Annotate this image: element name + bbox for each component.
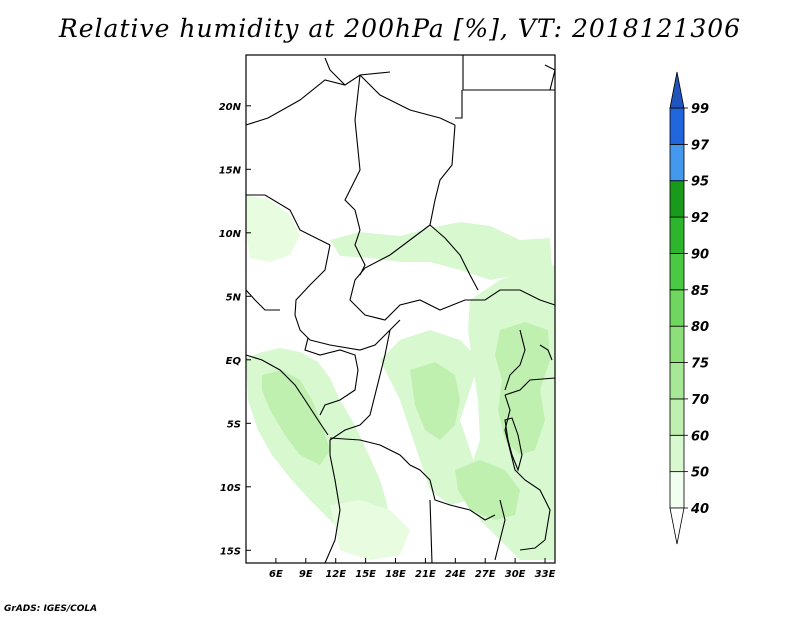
colorbar-segment [669, 107, 685, 145]
x-tick-label: 33E [535, 569, 556, 580]
border-line [245, 354, 329, 436]
humidity-region-north-band [330, 222, 552, 280]
colorbar-segment [669, 289, 685, 327]
humidity-region-core-east [495, 322, 550, 455]
colorbar-segment [669, 398, 685, 436]
border-line [344, 74, 366, 276]
y-tick-label: 20N [219, 102, 242, 113]
map-frame [245, 54, 556, 564]
colorbar-segment [669, 143, 685, 182]
colorbar-label: 50 [691, 466, 709, 481]
y-tick-label: 5S [227, 419, 241, 430]
border-line [245, 71, 391, 126]
border-line [544, 64, 556, 91]
border-line [429, 499, 433, 564]
colorbar-segment [669, 325, 685, 363]
latitude-axis: 20N 15N 10N 5N EQ 5S 10S 15S [219, 102, 251, 557]
colorbar-label: 80 [691, 320, 709, 335]
humidity-region-core-west [262, 370, 330, 465]
humidity-field [246, 195, 555, 560]
colorbar-min-arrow [669, 507, 685, 545]
colorbar-label: 99 [691, 102, 709, 117]
border-line [304, 337, 359, 416]
y-tick-label: 15S [220, 546, 241, 557]
colorbar-label: 75 [691, 357, 709, 372]
colorbar-label: 95 [691, 175, 709, 190]
border-line [324, 57, 346, 86]
border-line [504, 377, 556, 396]
x-tick-label: 12E [325, 569, 346, 580]
colorbar: 40 50 60 70 75 80 85 90 92 95 97 99 [669, 71, 710, 545]
colorbar-segment [669, 180, 685, 218]
y-tick-label: 15N [219, 165, 242, 176]
humidity-region-nw [246, 195, 300, 262]
border-line [429, 224, 479, 291]
x-tick-label: 30E [505, 569, 526, 580]
colorbar-max-arrow [669, 71, 685, 109]
chart-title: Relative humidity at 200hPa [%], VT: 201… [58, 14, 742, 43]
colorbar-label: 92 [691, 211, 709, 226]
x-tick-label: 9E [299, 569, 313, 580]
colorbar-label: 90 [691, 247, 709, 262]
country-borders [245, 55, 556, 564]
colorbar-segment [669, 253, 685, 291]
humidity-region-south [330, 500, 410, 560]
border-line [329, 437, 496, 521]
x-tick-label: 18E [385, 569, 406, 580]
x-tick-label: 15E [355, 569, 376, 580]
border-line [294, 244, 331, 341]
humidity-region-core-central [410, 362, 460, 440]
border-line [324, 454, 341, 564]
border-line [359, 74, 456, 126]
border-line [246, 194, 331, 246]
colorbar-segment [669, 362, 685, 400]
colorbar-label: 40 [690, 502, 709, 517]
border-line [309, 319, 401, 351]
border-line [462, 55, 555, 91]
border-line [494, 499, 506, 561]
border-line [504, 417, 523, 472]
border-line [504, 329, 526, 391]
colorbar-label: 70 [691, 393, 709, 408]
border-line [539, 344, 553, 361]
border-line [455, 90, 463, 119]
footer-credit: GrADS: IGES/COLA [4, 604, 98, 614]
colorbar-label: 85 [691, 284, 709, 299]
y-tick-label: 10N [219, 229, 242, 240]
colorbar-segment [669, 216, 685, 254]
x-tick-label: 6E [269, 569, 283, 580]
x-tick-label: 24E [445, 569, 466, 580]
x-tick-label: 21E [415, 569, 436, 580]
border-line [245, 289, 280, 311]
y-tick-label: 10S [220, 483, 241, 494]
y-tick-label: EQ [226, 356, 242, 367]
border-line [504, 394, 551, 551]
colorbar-label: 97 [691, 138, 710, 153]
y-tick-label: 5N [226, 292, 242, 303]
colorbar-segment [669, 434, 685, 473]
border-line [349, 124, 556, 321]
humidity-region-core-se [455, 460, 520, 520]
x-tick-label: 27E [475, 569, 496, 580]
longitude-axis: 6E 9E 12E 15E 18E 21E 24E 27E 30E 33E [269, 558, 556, 580]
colorbar-segment [669, 471, 685, 509]
colorbar-label: 60 [691, 429, 709, 444]
border-line [329, 329, 391, 455]
